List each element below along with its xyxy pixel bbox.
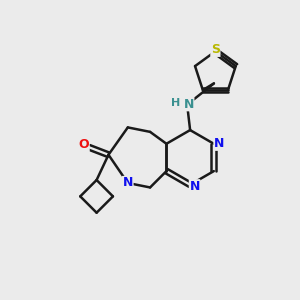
Text: H: H <box>171 98 181 108</box>
Text: O: O <box>79 138 89 152</box>
Text: S: S <box>211 43 220 56</box>
Text: N: N <box>184 98 194 111</box>
Text: N: N <box>189 180 200 193</box>
Text: N: N <box>123 176 133 190</box>
Text: N: N <box>214 137 224 150</box>
